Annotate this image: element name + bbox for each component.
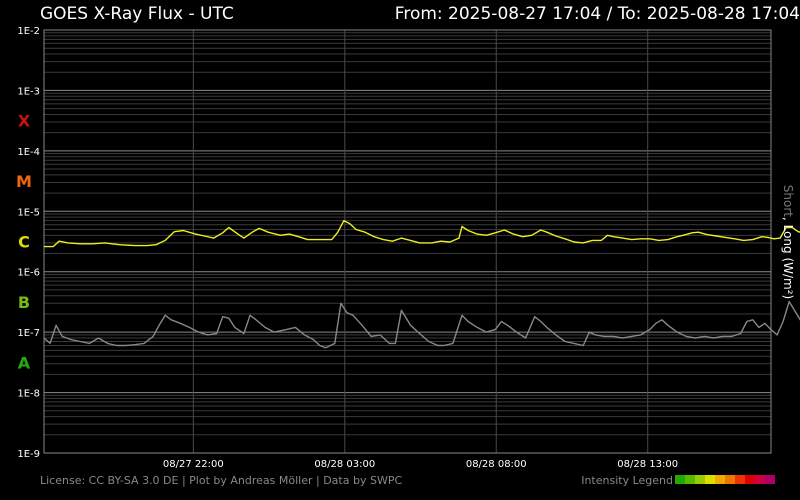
chart-title: GOES X-Ray Flux - UTC bbox=[40, 4, 234, 24]
y-tick-label: 1E-8 bbox=[17, 389, 40, 400]
legend-swatch bbox=[675, 475, 685, 484]
x-tick-label: 08/28 13:00 bbox=[617, 459, 678, 470]
x-tick-label: 08/28 08:00 bbox=[466, 459, 527, 470]
legend-swatch bbox=[755, 475, 765, 484]
time-range: From: 2025-08-27 17:04 / To: 2025-08-28 … bbox=[394, 4, 800, 24]
y-tick-label: 1E-4 bbox=[17, 147, 40, 158]
y-tick-label: 1E-6 bbox=[17, 268, 40, 279]
y-axis-label: Short, Long (W/m²) bbox=[781, 185, 795, 299]
license-text: License: CC BY-SA 3.0 DE | Plot by Andre… bbox=[40, 474, 403, 487]
flare-class-label: M bbox=[16, 172, 32, 191]
legend-swatch bbox=[745, 475, 755, 484]
legend-swatch bbox=[725, 475, 735, 484]
legend-swatch bbox=[685, 475, 695, 484]
short-flux-line bbox=[43, 300, 800, 349]
flare-class-label: C bbox=[18, 233, 30, 252]
y-tick-label: 1E-2 bbox=[17, 26, 40, 37]
plot-border bbox=[43, 29, 772, 454]
flare-class-label: A bbox=[18, 353, 31, 372]
y-axis-label-long: , Long (W/m²) bbox=[781, 217, 795, 299]
legend-swatch bbox=[715, 475, 725, 484]
intensity-legend-label: Intensity Legend bbox=[581, 474, 673, 487]
intensity-legend: Intensity Legend bbox=[581, 474, 775, 487]
y-tick-label: 1E-7 bbox=[17, 328, 40, 339]
y-axis-label-short: Short bbox=[781, 185, 795, 217]
y-tick-label: 1E-5 bbox=[17, 207, 40, 218]
intensity-legend-swatches bbox=[675, 474, 775, 487]
legend-swatch bbox=[735, 475, 745, 484]
flare-class-label: B bbox=[18, 293, 30, 312]
flare-class-label: X bbox=[18, 112, 31, 131]
legend-swatch bbox=[705, 475, 715, 484]
y-tick-label: 1E-3 bbox=[17, 86, 40, 97]
plot-area bbox=[44, 30, 771, 453]
x-tick-label: 08/27 22:00 bbox=[163, 459, 224, 470]
legend-swatch bbox=[765, 475, 775, 484]
legend-swatch bbox=[695, 475, 705, 484]
y-tick-label: 1E-9 bbox=[17, 449, 40, 460]
x-tick-label: 08/28 03:00 bbox=[314, 459, 375, 470]
long-flux-line bbox=[44, 219, 800, 248]
